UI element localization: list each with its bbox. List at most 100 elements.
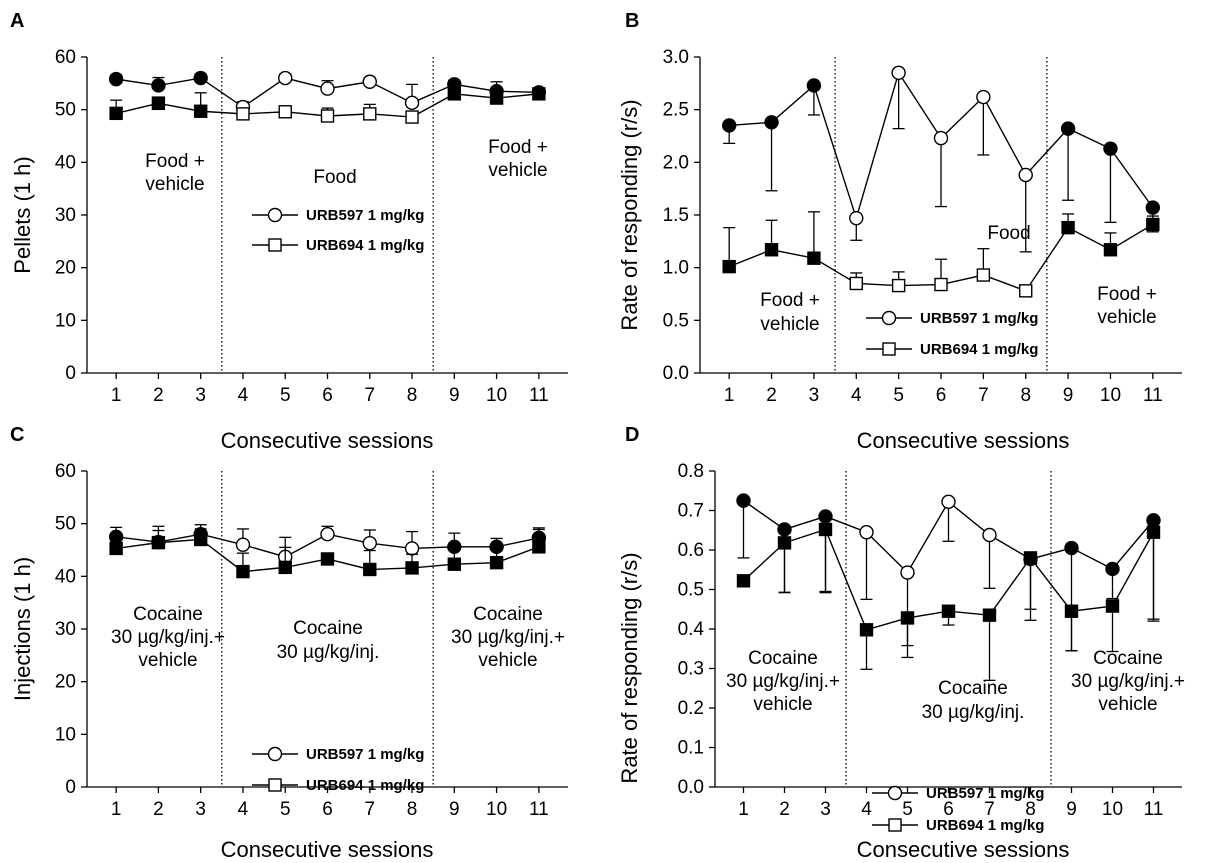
data-point xyxy=(736,493,751,508)
x-tick-label: 6 xyxy=(943,799,954,820)
data-point xyxy=(807,251,821,265)
data-point xyxy=(1103,243,1118,257)
x-tick-label: 10 xyxy=(1102,799,1123,820)
data-point xyxy=(891,278,906,293)
x-tick-label: 5 xyxy=(280,385,291,406)
data-point xyxy=(489,91,504,105)
legend-marker xyxy=(887,785,903,801)
y-tick-label: 40 xyxy=(55,152,76,173)
data-point xyxy=(1146,525,1161,539)
x-tick-label: 5 xyxy=(893,385,904,406)
data-point xyxy=(1019,284,1033,298)
data-point xyxy=(736,574,751,588)
data-point xyxy=(363,107,377,121)
legend-label: URB694 1 mg/kg xyxy=(306,237,424,254)
data-point xyxy=(1064,604,1079,618)
data-point xyxy=(1105,561,1120,577)
y-axis-title: Rate of responding (r/s) xyxy=(617,552,642,783)
x-tick-label: 11 xyxy=(1143,385,1163,406)
data-point xyxy=(447,87,462,101)
y-tick-label: 2.0 xyxy=(663,152,689,173)
y-tick-label: 0.2 xyxy=(678,698,704,719)
x-tick-label: 8 xyxy=(407,799,418,820)
legend: URB597 1 mg/kg URB694 1 mg/kg xyxy=(866,310,1038,358)
series-urb694 xyxy=(109,524,546,579)
phase-annotation-line: 30 µg/kg/inj.+ xyxy=(726,671,840,692)
legend-label: URB597 1 mg/kg xyxy=(306,746,424,763)
data-point xyxy=(806,78,822,93)
phase-annotation-line: Cocaine xyxy=(133,604,203,625)
x-tick-label: 1 xyxy=(111,385,122,406)
y-tick-label: 10 xyxy=(55,310,76,331)
data-point xyxy=(320,81,335,96)
x-tick-label: 3 xyxy=(195,385,206,406)
y-tick-label: 0 xyxy=(65,363,76,384)
panel-letter: B xyxy=(625,10,639,32)
x-tick-label: 1 xyxy=(111,799,122,820)
phase-annotation-line: vehicle xyxy=(753,694,812,715)
panel-d: D 0.0 0.1 0.2 0.3 0.4 0.5 0.6 0.7 0.8 1 2 3 4 5 6 7 8 9 10 1… xyxy=(617,424,1185,862)
y-tick-label: 0.1 xyxy=(678,738,704,759)
panel-a: A 0 10 20 30 40 50 60 1 2 3 4 5 6 7 8 9 10 11 Consecutive s… xyxy=(10,10,568,453)
data-point xyxy=(982,527,997,543)
legend-label: URB694 1 mg/kg xyxy=(920,341,1038,358)
phase-annotation-line: vehicle xyxy=(1098,694,1157,715)
series-urb694 xyxy=(109,87,546,124)
x-tick-label: 7 xyxy=(984,799,995,820)
data-point xyxy=(278,560,292,575)
y-tick-label: 50 xyxy=(55,514,76,535)
legend-label: URB694 1 mg/kg xyxy=(306,777,424,794)
x-axis-title: Consecutive sessions xyxy=(221,428,434,453)
phase-annotation: Food + vehicle xyxy=(1097,284,1157,328)
data-point xyxy=(818,509,833,524)
x-tick-label: 1 xyxy=(724,385,735,406)
phase-annotation-line: vehicle xyxy=(478,650,537,671)
data-point xyxy=(941,604,956,618)
data-point xyxy=(193,70,208,86)
x-tick-label: 9 xyxy=(449,799,460,820)
data-point xyxy=(1060,121,1076,136)
data-point xyxy=(1105,599,1120,613)
data-point xyxy=(236,564,250,579)
legend-marker xyxy=(267,207,283,223)
y-tick-label: 20 xyxy=(55,258,76,279)
y-tick-label: 50 xyxy=(55,100,76,121)
y-tick-label: 0.7 xyxy=(678,501,704,522)
data-point xyxy=(818,522,833,537)
phase-annotation: Cocaine 30 µg/kg/inj.+ vehicle xyxy=(726,648,840,715)
data-point xyxy=(447,557,462,571)
legend-marker xyxy=(888,818,902,832)
data-point xyxy=(404,95,420,111)
data-point xyxy=(108,529,124,545)
x-tick-label: 10 xyxy=(1100,385,1121,406)
data-point xyxy=(235,537,251,552)
y-axis-title: Injections (1 h) xyxy=(10,557,35,701)
y-tick-label: 0.6 xyxy=(678,540,704,561)
data-point xyxy=(722,259,736,274)
data-point xyxy=(151,96,166,111)
phase-annotation-line: Food + xyxy=(145,151,205,172)
x-axis-title: Consecutive sessions xyxy=(221,837,434,862)
data-point xyxy=(151,78,166,93)
phase-annotation: Food + vehicle xyxy=(488,137,548,181)
phase-annotation-line: Food + xyxy=(488,137,548,158)
data-point xyxy=(976,89,991,105)
legend-label: URB597 1 mg/kg xyxy=(306,207,424,224)
phase-annotation: Cocaine 30 µg/kg/inj.+ vehicle xyxy=(451,604,565,671)
phase-annotation: Cocaine 30 µg/kg/inj. xyxy=(277,618,380,663)
data-point xyxy=(405,110,419,124)
panel-c: C 0 10 20 30 40 50 60 1 2 3 4 5 6 7 8 9 10 11 Consecutive s… xyxy=(10,424,568,862)
data-point xyxy=(193,104,208,118)
x-tick-label: 3 xyxy=(809,385,820,406)
series-urb597 xyxy=(721,65,1161,253)
data-point xyxy=(109,541,123,556)
data-point xyxy=(109,106,123,121)
legend-marker xyxy=(267,746,283,762)
data-point xyxy=(859,623,874,637)
x-tick-label: 11 xyxy=(529,799,549,820)
x-tick-label: 5 xyxy=(902,799,913,820)
y-tick-label: 40 xyxy=(55,566,76,587)
phase-annotation-line: 30 µg/kg/inj.+ xyxy=(111,627,225,648)
x-tick-label: 5 xyxy=(280,799,291,820)
x-tick-label: 4 xyxy=(851,385,862,406)
